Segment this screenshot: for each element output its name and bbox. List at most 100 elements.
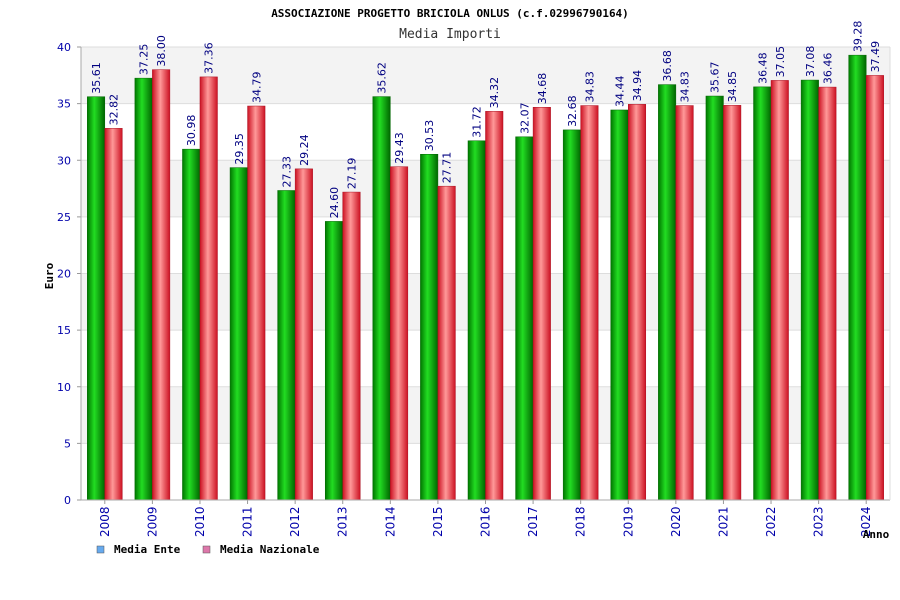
bar-media-ente-2018 [562, 129, 581, 501]
bar-label-media-ente-2011: 29.35 [233, 133, 246, 165]
bar-media-nazionale-2013 [342, 191, 361, 501]
bars [87, 54, 884, 501]
bar-media-ente-2023 [800, 79, 819, 501]
bar-label-media-nazionale-2011: 34.79 [250, 72, 263, 104]
x-tick-label-2010: 2010 [193, 506, 207, 537]
bar-media-nazionale-2017 [532, 106, 551, 501]
bar-label-media-nazionale-2021: 34.85 [726, 71, 739, 103]
bar-media-nazionale-2019 [628, 104, 647, 501]
bar-label-media-ente-2010: 30.98 [185, 115, 198, 147]
bar-media-nazionale-2012 [294, 168, 313, 501]
x-tick-label-2009: 2009 [145, 506, 159, 537]
bar-label-media-ente-2018: 32.68 [566, 95, 579, 127]
bar-media-ente-2021 [705, 95, 724, 501]
bar-label-media-ente-2009: 37.25 [138, 44, 151, 76]
legend-label-media-ente: Media Ente [114, 543, 181, 556]
y-tick-label: 40 [57, 41, 71, 54]
bar-label-media-nazionale-2016: 34.32 [488, 77, 501, 109]
x-axis-label: Anno [863, 528, 890, 541]
bar-label-media-ente-2012: 27.33 [280, 156, 293, 188]
bar-media-nazionale-2018 [580, 105, 599, 501]
bar-label-media-nazionale-2020: 34.83 [679, 71, 692, 103]
x-tick-label-2024: 2024 [859, 506, 873, 537]
bar-media-ente-2019 [610, 109, 629, 501]
bar-media-ente-2012 [277, 190, 296, 501]
y-tick-label: 10 [57, 381, 71, 394]
bar-media-nazionale-2011 [247, 105, 266, 501]
x-tick-label-2013: 2013 [336, 506, 350, 537]
bar-media-nazionale-2023 [818, 86, 837, 501]
bar-media-ente-2008 [87, 96, 106, 501]
bar-media-nazionale-2022 [770, 80, 789, 501]
chart-title: ASSOCIAZIONE PROGETTO BRICIOLA ONLUS (c.… [271, 7, 629, 20]
x-tick-label-2011: 2011 [241, 506, 255, 537]
y-tick-label: 20 [57, 268, 71, 281]
x-tick-label-2012: 2012 [288, 506, 302, 537]
y-tick-label: 15 [57, 324, 71, 337]
bar-label-media-ente-2020: 36.68 [661, 50, 674, 82]
bar-label-media-ente-2022: 36.48 [756, 52, 769, 84]
bar-media-ente-2020 [658, 84, 677, 501]
bar-media-nazionale-2008 [104, 128, 123, 501]
bar-media-nazionale-2014 [390, 166, 409, 501]
chart-subtitle: Media Importi [399, 27, 501, 42]
y-tick-label: 0 [64, 494, 71, 507]
x-tick-label-2015: 2015 [431, 506, 445, 537]
y-axis-ticks: 0 5 10 15 20 25 30 35 40 [57, 41, 81, 507]
y-tick-label: 5 [64, 437, 71, 450]
bar-media-ente-2015 [420, 153, 439, 501]
bar-media-nazionale-2009 [152, 69, 171, 501]
x-tick-label-2017: 2017 [526, 506, 540, 537]
bar-media-nazionale-2021 [723, 105, 742, 501]
x-tick-label-2016: 2016 [479, 506, 493, 537]
x-tick-label-2020: 2020 [669, 506, 683, 537]
bar-label-media-nazionale-2024: 37.49 [869, 41, 882, 73]
legend-swatch-media-ente [96, 545, 105, 554]
bar-label-media-ente-2013: 24.60 [328, 187, 341, 219]
bar-label-media-ente-2024: 39.28 [851, 21, 864, 53]
bar-media-ente-2010 [182, 148, 201, 501]
bar-media-ente-2022 [753, 86, 772, 501]
bar-label-media-nazionale-2019: 34.94 [631, 70, 644, 102]
bar-label-media-ente-2008: 35.61 [90, 62, 103, 94]
legend-swatch-media-nazionale [202, 545, 211, 554]
bar-label-media-nazionale-2009: 38.00 [155, 35, 168, 67]
bar-label-media-nazionale-2022: 37.05 [774, 46, 787, 78]
y-tick-label: 35 [57, 98, 71, 111]
bar-media-nazionale-2024 [865, 75, 884, 501]
bar-label-media-ente-2014: 35.62 [376, 62, 389, 94]
y-axis-label: Euro [43, 262, 56, 289]
bar-media-nazionale-2020 [675, 105, 694, 501]
bar-labels: 35.61 32.82 37.25 38.00 30.98 37.36 29.35 34.79… [90, 21, 882, 219]
x-tick-label-2008: 2008 [98, 506, 112, 537]
bar-label-media-nazionale-2015: 27.71 [441, 152, 454, 184]
x-tick-label-2023: 2023 [812, 506, 826, 537]
bar-media-ente-2011 [229, 167, 248, 501]
bar-label-media-nazionale-2012: 29.24 [298, 134, 311, 166]
x-tick-label-2022: 2022 [764, 506, 778, 537]
bar-label-media-ente-2021: 35.67 [709, 62, 722, 94]
x-tick-label-2019: 2019 [621, 506, 635, 537]
y-tick-label: 30 [57, 154, 71, 167]
bar-label-media-ente-2017: 32.07 [518, 102, 531, 134]
bar-label-media-nazionale-2010: 37.36 [203, 42, 216, 74]
bar-label-media-nazionale-2017: 34.68 [536, 73, 549, 105]
bar-label-media-ente-2019: 34.44 [614, 75, 627, 107]
legend: Media Ente Media Nazionale [96, 543, 320, 556]
bar-media-nazionale-2015 [437, 185, 456, 501]
bar-media-ente-2014 [372, 96, 391, 501]
bar-label-media-nazionale-2023: 36.46 [821, 53, 834, 85]
axes [80, 47, 891, 501]
bar-label-media-nazionale-2013: 27.19 [345, 158, 358, 190]
bar-media-ente-2017 [515, 136, 534, 501]
bar-label-media-nazionale-2008: 32.82 [108, 94, 121, 126]
bar-media-ente-2013 [324, 221, 343, 501]
bar-label-media-ente-2016: 31.72 [471, 106, 484, 138]
x-tick-label-2021: 2021 [716, 506, 730, 537]
bar-label-media-ente-2015: 30.53 [423, 120, 436, 152]
bar-media-ente-2009 [134, 77, 153, 501]
bar-media-nazionale-2010 [199, 76, 218, 501]
bar-media-nazionale-2016 [485, 111, 504, 501]
bar-media-ente-2024 [848, 54, 867, 501]
